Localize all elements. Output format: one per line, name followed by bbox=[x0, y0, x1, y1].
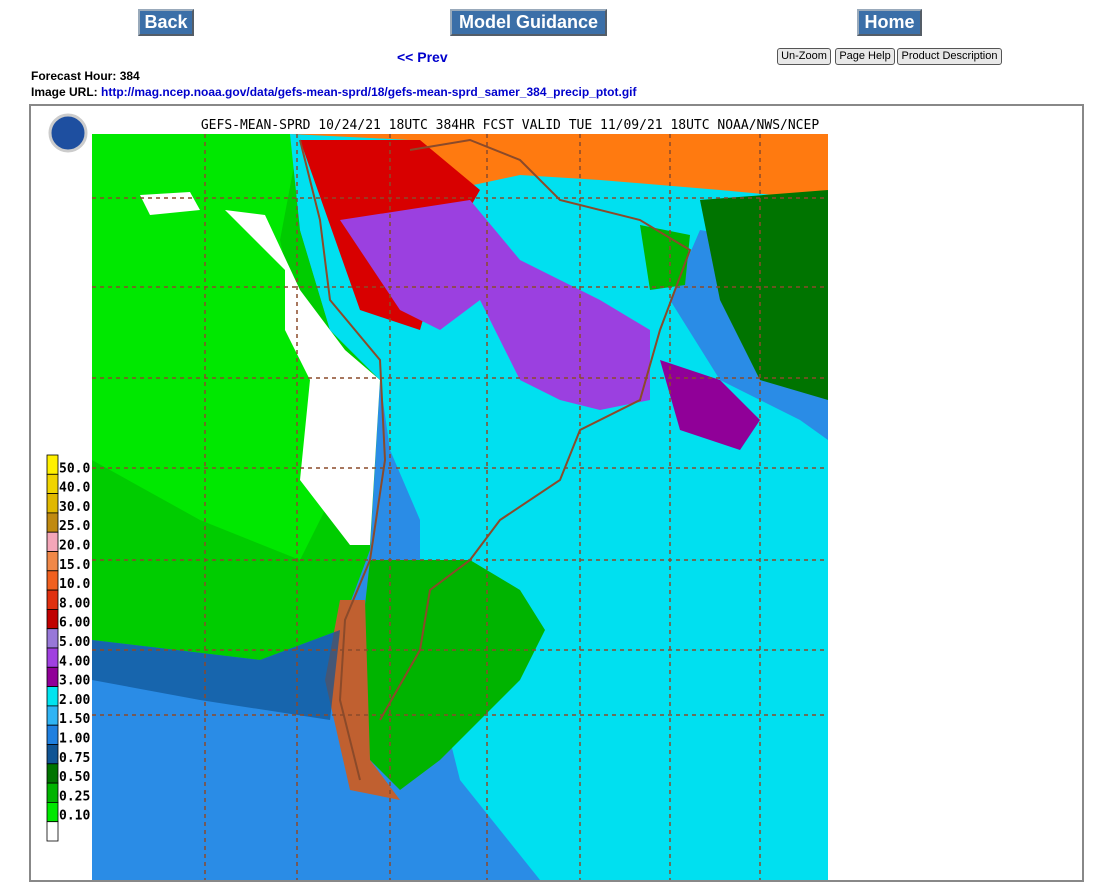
legend-label: 4.00 bbox=[59, 654, 90, 669]
dark-purple bbox=[660, 360, 760, 450]
legend-swatch bbox=[46, 589, 59, 610]
unzoom-button[interactable]: Un-Zoom bbox=[777, 48, 831, 65]
legend-swatch bbox=[46, 570, 59, 591]
legend: 50.0 40.0 30.0 25.0 20.0 15.0 10.0 8.00 6.00 5.00… bbox=[46, 454, 90, 842]
legend-label: 40.0 bbox=[59, 481, 90, 496]
graticule bbox=[92, 134, 828, 880]
product-description-button[interactable]: Product Description bbox=[897, 48, 1002, 65]
model-guidance-button[interactable]: Model Guidance bbox=[450, 9, 607, 36]
legend-label: 3.00 bbox=[59, 674, 90, 689]
dry-area bbox=[140, 192, 200, 215]
legend-label: 25.0 bbox=[59, 519, 90, 534]
dry-area bbox=[225, 210, 380, 545]
legend-swatch bbox=[46, 628, 59, 649]
legend-label: 50.0 bbox=[59, 461, 90, 476]
patagonia-green bbox=[360, 560, 545, 790]
coastline bbox=[299, 138, 692, 781]
url-link[interactable]: http://mag.ncep.noaa.gov/data/gefs-mean-… bbox=[101, 85, 637, 99]
legend-label: 1.00 bbox=[59, 732, 90, 747]
home-button[interactable]: Home bbox=[857, 9, 922, 36]
legend-label: 5.00 bbox=[59, 635, 90, 650]
legend-label: 1.50 bbox=[59, 712, 90, 727]
legend-swatch bbox=[46, 686, 59, 707]
legend-label: 0.25 bbox=[59, 789, 90, 804]
legend-label: 8.00 bbox=[59, 596, 90, 611]
legend-swatch bbox=[46, 782, 59, 803]
label: Forecast Hour: bbox=[31, 69, 117, 83]
legend-swatch bbox=[46, 512, 59, 533]
noaa-logo bbox=[48, 113, 88, 153]
bright-green bbox=[92, 134, 340, 560]
green-patch bbox=[640, 225, 690, 290]
map: GEFS-MEAN-SPRD 10/24/21 18UTC 384HR FCST… bbox=[48, 113, 828, 880]
image-url: Image URL: http://mag.ncep.noaa.gov/data… bbox=[31, 85, 637, 99]
dark-blue-band bbox=[92, 630, 340, 720]
forecast-hour: Forecast Hour: 384 bbox=[31, 69, 140, 83]
legend-swatch bbox=[46, 821, 59, 842]
legend-swatch bbox=[46, 763, 59, 784]
prev-link[interactable]: << Prev bbox=[397, 49, 448, 65]
dark-green-region bbox=[700, 190, 828, 400]
legend-swatch bbox=[46, 744, 59, 765]
page-help-button[interactable]: Page Help bbox=[835, 48, 895, 65]
value: 384 bbox=[119, 69, 140, 83]
legend-swatch bbox=[46, 647, 59, 668]
legend-swatch bbox=[46, 473, 59, 494]
legend-label: 0.10 bbox=[59, 809, 90, 824]
legend-swatch bbox=[46, 531, 59, 552]
legend-swatch bbox=[46, 802, 59, 823]
label: Image URL: bbox=[31, 85, 98, 99]
legend-label: 20.0 bbox=[59, 539, 90, 554]
legend-swatch bbox=[46, 724, 59, 745]
legend-swatch bbox=[46, 609, 59, 630]
legend-label: 0.50 bbox=[59, 770, 90, 785]
legend-label: 0.75 bbox=[59, 751, 90, 766]
legend-swatch bbox=[46, 705, 59, 726]
legend-label: 10.0 bbox=[59, 577, 90, 592]
image-title: GEFS-MEAN-SPRD 10/24/21 18UTC 384HR FCST… bbox=[201, 118, 819, 133]
legend-swatch bbox=[46, 493, 59, 514]
forecast-image: GEFS-MEAN-SPRD 10/24/21 18UTC 384HR FCST… bbox=[29, 104, 1084, 882]
legend-swatch bbox=[46, 551, 59, 572]
legend-label: 30.0 bbox=[59, 500, 90, 515]
legend-label: 2.00 bbox=[59, 693, 90, 708]
purple-region bbox=[340, 200, 650, 410]
legend-label: 15.0 bbox=[59, 558, 90, 573]
back-button[interactable]: Back bbox=[138, 9, 194, 36]
legend-swatch bbox=[46, 454, 59, 475]
legend-label: 6.00 bbox=[59, 616, 90, 631]
legend-swatch bbox=[46, 666, 59, 687]
